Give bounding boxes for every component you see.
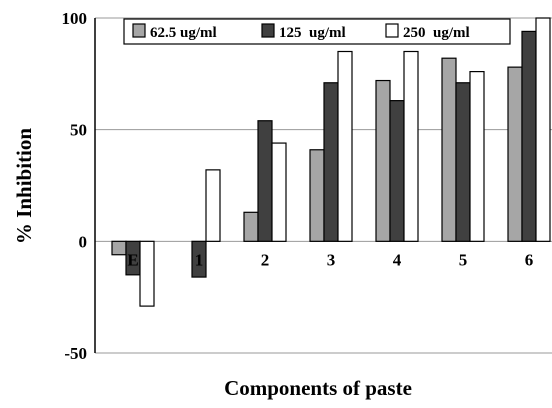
legend-label: 250 ug/ml <box>403 25 470 41</box>
y-tick-label: 50 <box>70 121 87 140</box>
x-tick-label: 1 <box>195 250 204 269</box>
y-tick-label: -50 <box>64 344 87 363</box>
x-tick-label: 4 <box>393 250 402 269</box>
bar <box>243 211 259 242</box>
legend-box <box>123 18 511 45</box>
x-tick-label: 3 <box>327 250 336 269</box>
bar <box>441 57 457 242</box>
x-tick-labels: E 1 2 3 4 5 6 <box>127 250 533 269</box>
bars <box>111 17 551 307</box>
x-tick-label: 5 <box>459 250 468 269</box>
bar <box>139 240 155 307</box>
legend-label: 62.5 ug/ml <box>150 25 217 41</box>
x-tick-label: E <box>127 250 138 269</box>
legend: 62.5 ug/ml 125 ug/ml 250 ug/ml <box>123 18 511 45</box>
y-tick-label: 0 <box>79 232 88 251</box>
bar <box>375 79 391 242</box>
bar <box>111 240 127 256</box>
bar <box>323 82 339 242</box>
bar <box>469 70 485 242</box>
bar <box>205 169 221 242</box>
bar <box>257 120 273 242</box>
x-tick-label: 2 <box>261 250 270 269</box>
bar <box>535 17 551 242</box>
bar <box>389 100 405 242</box>
x-axis-title: Components of paste <box>224 376 412 400</box>
y-tick-label: 100 <box>62 9 88 28</box>
bar <box>191 240 207 278</box>
bar <box>337 50 353 242</box>
bar <box>309 149 325 242</box>
bar <box>521 30 537 242</box>
y-axis-title: % Inhibition <box>12 128 36 244</box>
bar <box>271 142 287 242</box>
y-tick-labels: -50 0 50 100 <box>62 9 88 363</box>
legend-swatch <box>132 23 146 38</box>
legend-swatch <box>385 23 399 38</box>
bar <box>403 50 419 242</box>
bar <box>455 82 471 242</box>
x-tick-label: 6 <box>525 250 534 269</box>
legend-swatch <box>261 23 275 38</box>
bar <box>507 66 523 242</box>
legend-label: 125 ug/ml <box>279 25 346 41</box>
